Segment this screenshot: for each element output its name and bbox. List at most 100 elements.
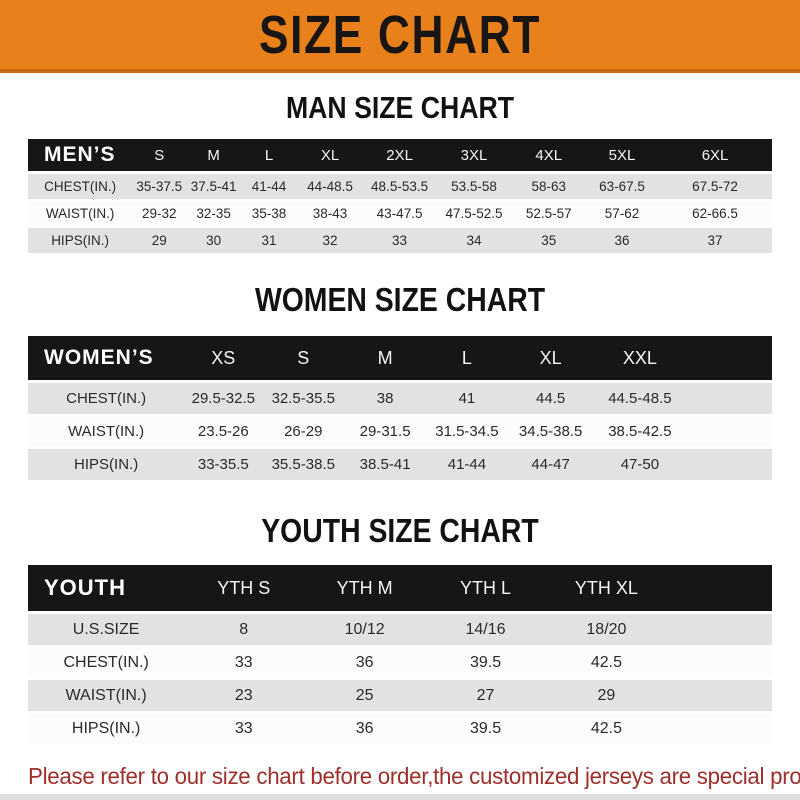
bottom-edge-strip	[0, 794, 800, 800]
size-value: 36	[303, 712, 427, 746]
size-value	[667, 679, 772, 713]
table-row: WAIST(IN.) 23 25 27 29	[28, 679, 772, 713]
size-value: 53.5-58	[436, 172, 512, 201]
size-value: 26-29	[262, 415, 345, 449]
size-column-header: 5XL	[585, 139, 659, 174]
row-label: HIPS(IN.)	[28, 712, 185, 746]
size-value	[686, 381, 772, 416]
size-value: 8	[184, 612, 304, 647]
size-value: 44.5-48.5	[593, 381, 687, 416]
size-column-header	[667, 565, 772, 614]
table-title: MEN’S	[28, 139, 133, 174]
men-size-table: MEN’S S M L XL 2XL 3XL 4XL 5XL 6XL CHEST(IN.) 35-37…	[28, 139, 772, 255]
size-value: 43-47.5	[362, 200, 437, 228]
size-column-header: M	[186, 139, 241, 174]
size-column-header: L	[426, 336, 508, 383]
table-title: YOUTH	[28, 565, 185, 614]
table-row: WAIST(IN.) 29-32 32-35 35-38 38-43 43-47.5 47.…	[28, 200, 772, 228]
size-column-header: M	[344, 336, 427, 383]
row-label: U.S.SIZE	[28, 612, 185, 647]
size-value: 63-67.5	[585, 172, 659, 201]
women-size-section: WOMEN SIZE CHART WOMEN’S XS S M L XL XXL CHEST(…	[0, 281, 800, 482]
size-value: 29	[545, 679, 668, 713]
size-value: 39.5	[426, 646, 546, 680]
size-column-header: YTH XL	[545, 565, 668, 614]
size-value: 57-62	[585, 200, 659, 228]
row-label: WAIST(IN.)	[28, 415, 185, 449]
size-value: 23.5-26	[184, 415, 263, 449]
size-value: 37.5-41	[186, 172, 241, 201]
size-value: 23	[184, 679, 304, 713]
size-column-header: L	[240, 139, 298, 174]
table-row: HIPS(IN.) 29 30 31 32 33 34 35 36 37	[28, 227, 772, 255]
size-value	[667, 712, 772, 746]
table-row: HIPS(IN.) 33 36 39.5 42.5	[28, 712, 772, 746]
size-value: 33-35.5	[184, 448, 263, 482]
table-row: CHEST(IN.) 35-37.5 37.5-41 41-44 44-48.5 48.5…	[28, 172, 772, 201]
size-column-header: 2XL	[362, 139, 437, 174]
size-value: 29-32	[132, 200, 187, 228]
size-value: 38.5-42.5	[593, 415, 687, 449]
size-value: 48.5-53.5	[362, 172, 437, 201]
size-value: 42.5	[545, 646, 668, 680]
size-value: 37	[658, 227, 772, 255]
size-value	[667, 646, 772, 680]
size-value: 29	[132, 227, 187, 255]
size-column-header: YTH M	[303, 565, 427, 614]
table-header-row: WOMEN’S XS S M L XL XXL	[28, 336, 772, 383]
size-value: 36	[303, 646, 427, 680]
row-label: WAIST(IN.)	[28, 200, 133, 228]
size-value	[686, 448, 772, 482]
size-value: 35-38	[240, 200, 298, 228]
size-value: 31.5-34.5	[426, 415, 508, 449]
row-label: CHEST(IN.)	[28, 172, 133, 201]
size-value: 29-31.5	[344, 415, 427, 449]
table-row: U.S.SIZE 8 10/12 14/16 18/20	[28, 612, 772, 647]
size-column-header: XXL	[593, 336, 687, 383]
size-value: 62-66.5	[658, 200, 772, 228]
size-value: 41-44	[426, 448, 508, 482]
table-header-row: MEN’S S M L XL 2XL 3XL 4XL 5XL 6XL	[28, 139, 772, 174]
size-column-header: XS	[184, 336, 263, 383]
size-value: 14/16	[426, 612, 546, 647]
size-value	[686, 415, 772, 449]
row-label: CHEST(IN.)	[28, 381, 185, 416]
size-column-header: XL	[507, 336, 594, 383]
women-size-table: WOMEN’S XS S M L XL XXL CHEST(IN.) 29.5-32.5 32.5…	[28, 336, 772, 482]
page-title: SIZE CHART	[258, 4, 542, 65]
size-value: 36	[585, 227, 659, 255]
size-value: 29.5-32.5	[184, 381, 263, 416]
size-value: 25	[303, 679, 427, 713]
size-value: 10/12	[303, 612, 427, 647]
youth-size-section: YOUTH SIZE CHART YOUTH YTH S YTH M YTH L YTH…	[0, 512, 800, 746]
size-value: 41	[426, 381, 508, 416]
size-value: 30	[186, 227, 241, 255]
size-value: 38.5-41	[344, 448, 427, 482]
size-value: 33	[184, 712, 304, 746]
size-value: 44.5	[507, 381, 594, 416]
size-chart-banner: SIZE CHART	[0, 0, 800, 73]
size-column-header	[686, 336, 772, 383]
size-value: 27	[426, 679, 546, 713]
size-column-header: 4XL	[511, 139, 586, 174]
size-value: 18/20	[545, 612, 668, 647]
size-value: 32	[297, 227, 363, 255]
table-row: WAIST(IN.) 23.5-26 26-29 29-31.5 31.5-34.5 34…	[28, 415, 772, 449]
size-value: 34.5-38.5	[507, 415, 594, 449]
size-column-header: XL	[297, 139, 363, 174]
size-value: 42.5	[545, 712, 668, 746]
size-value	[667, 612, 772, 647]
size-value: 44-48.5	[297, 172, 363, 201]
size-value: 47-50	[593, 448, 687, 482]
youth-size-table: YOUTH YTH S YTH M YTH L YTH XL U.S.SIZE 8 10/12…	[28, 565, 772, 746]
men-section-heading: MAN SIZE CHART	[285, 90, 515, 125]
table-row: CHEST(IN.) 29.5-32.5 32.5-35.5 38 41 44.5 44.5…	[28, 381, 772, 416]
size-value: 47.5-52.5	[436, 200, 512, 228]
row-label: CHEST(IN.)	[28, 646, 185, 680]
size-column-header: YTH S	[184, 565, 304, 614]
table-title: WOMEN’S	[28, 336, 185, 383]
size-value: 32-35	[186, 200, 241, 228]
size-value: 41-44	[240, 172, 298, 201]
size-value: 35.5-38.5	[262, 448, 345, 482]
size-value: 44-47	[507, 448, 594, 482]
